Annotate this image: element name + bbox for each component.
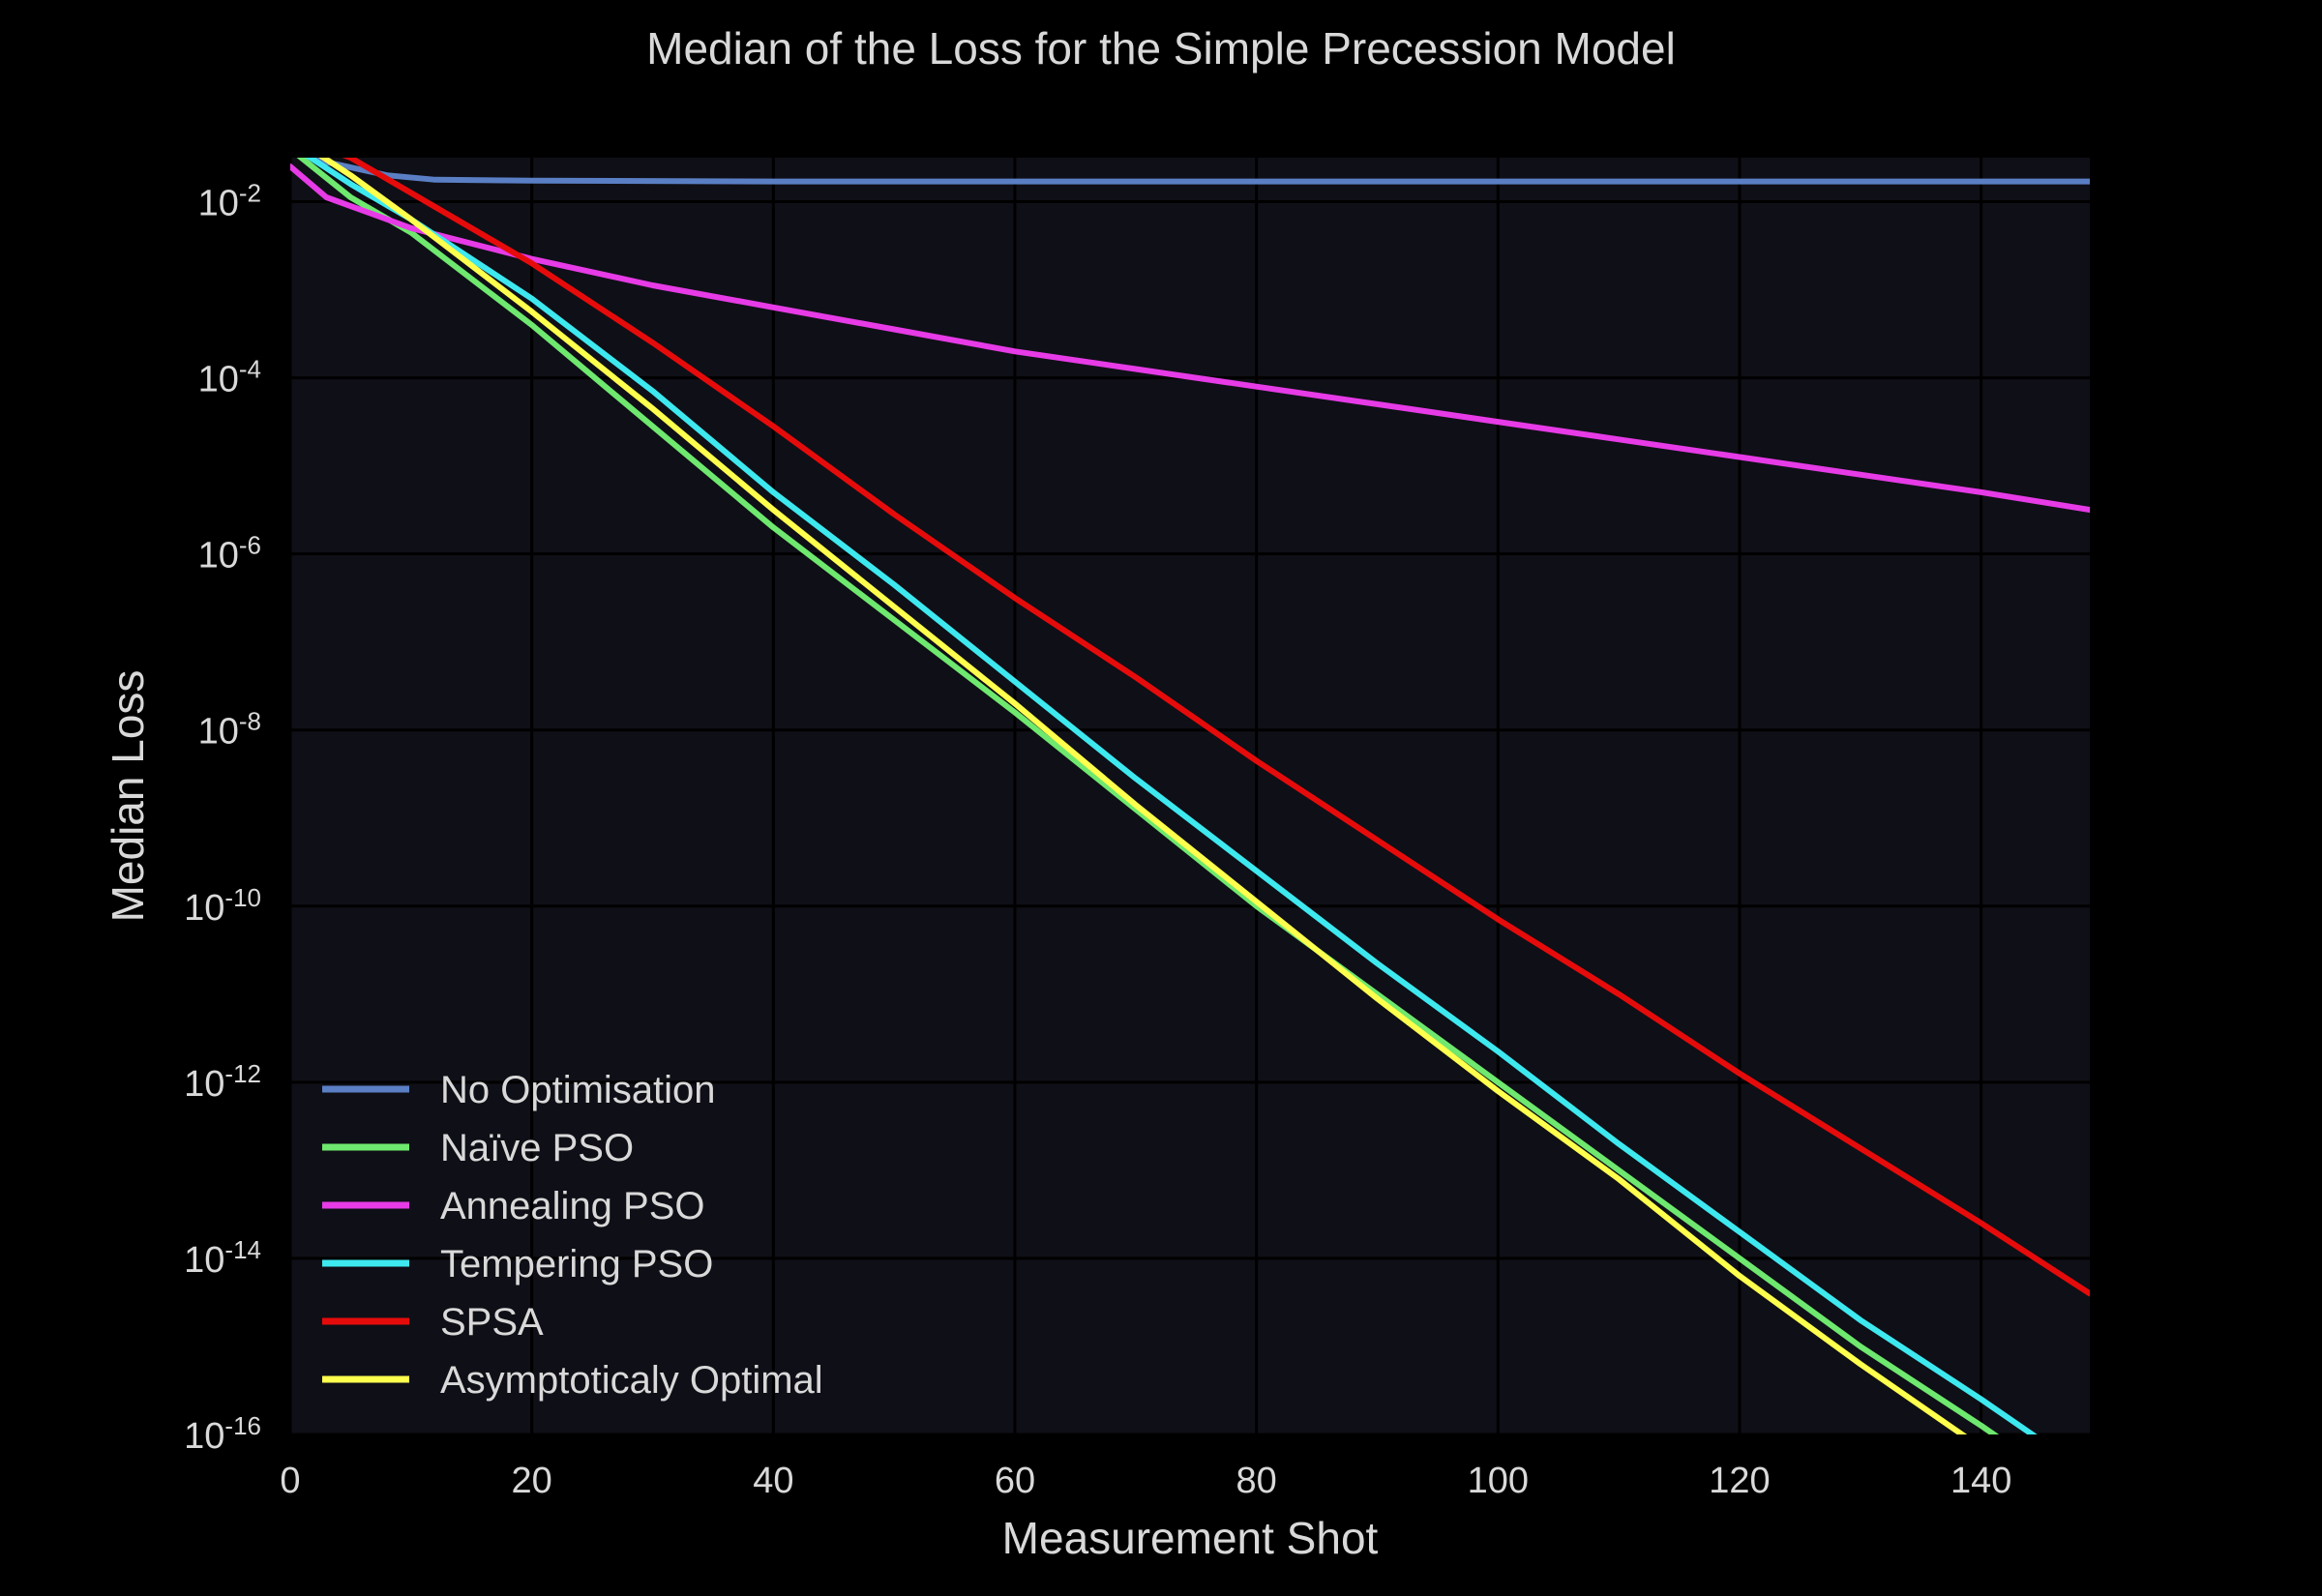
x-tick-label: 140: [1950, 1461, 2011, 1501]
x-tick-label: 40: [753, 1461, 793, 1501]
chart-title: Median of the Loss for the Simple Preces…: [646, 23, 1676, 74]
y-tick-label: 10-12: [184, 1059, 261, 1105]
y-tick-label: 10-4: [198, 355, 261, 400]
x-tick-labels: 0 20 40 60 80 100 120 140: [280, 1461, 2011, 1501]
y-tick-label: 10-16: [184, 1411, 261, 1457]
x-tick-label: 120: [1709, 1461, 1770, 1501]
x-axis-title: Measurement Shot: [1002, 1513, 1379, 1563]
legend-label: Asymptoticaly Optimal: [440, 1359, 823, 1402]
y-tick-label: 10-10: [184, 883, 261, 929]
legend: No Optimisation Naïve PSO Annealing PSO Tem…: [322, 1069, 823, 1402]
series-line-4: [342, 158, 2090, 1297]
legend-label: Naïve PSO: [440, 1127, 634, 1169]
x-tick-label: 0: [280, 1461, 300, 1501]
y-tick-label: 10-2: [198, 179, 261, 224]
y-tick-label: 10-8: [198, 707, 261, 753]
y-tick-labels: 10-2 10-4 10-6 10-8 10-10 10-12 10-14 10-16: [184, 179, 261, 1457]
x-tick-label: 60: [995, 1461, 1035, 1501]
x-tick-label: 100: [1468, 1461, 1529, 1501]
legend-label: Annealing PSO: [440, 1185, 705, 1227]
y-tick-label: 10-14: [184, 1235, 261, 1281]
series-line-1: [296, 158, 2000, 1434]
x-tick-label: 20: [512, 1461, 552, 1501]
series-line-3: [305, 158, 2038, 1434]
y-axis-title: Median Loss: [103, 670, 153, 923]
legend-label: No Optimisation: [440, 1069, 716, 1111]
legend-label: Tempering PSO: [440, 1243, 713, 1286]
x-tick-label: 80: [1236, 1461, 1277, 1501]
y-tick-label: 10-6: [198, 531, 261, 576]
series-line-5: [318, 158, 1968, 1434]
series-lines: [290, 158, 2090, 1434]
series-line-2: [290, 163, 2090, 514]
legend-label: SPSA: [440, 1301, 544, 1344]
